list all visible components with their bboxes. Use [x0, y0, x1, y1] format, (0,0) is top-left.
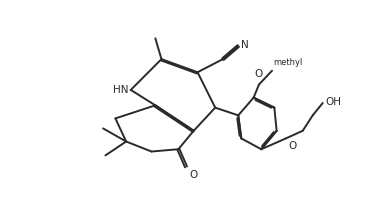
Text: HN: HN: [113, 85, 128, 95]
Text: O: O: [289, 141, 297, 151]
Text: OH: OH: [325, 97, 341, 107]
Text: N: N: [241, 40, 248, 50]
Text: O: O: [189, 170, 198, 180]
Text: O: O: [255, 69, 263, 79]
Text: methyl: methyl: [273, 58, 303, 67]
